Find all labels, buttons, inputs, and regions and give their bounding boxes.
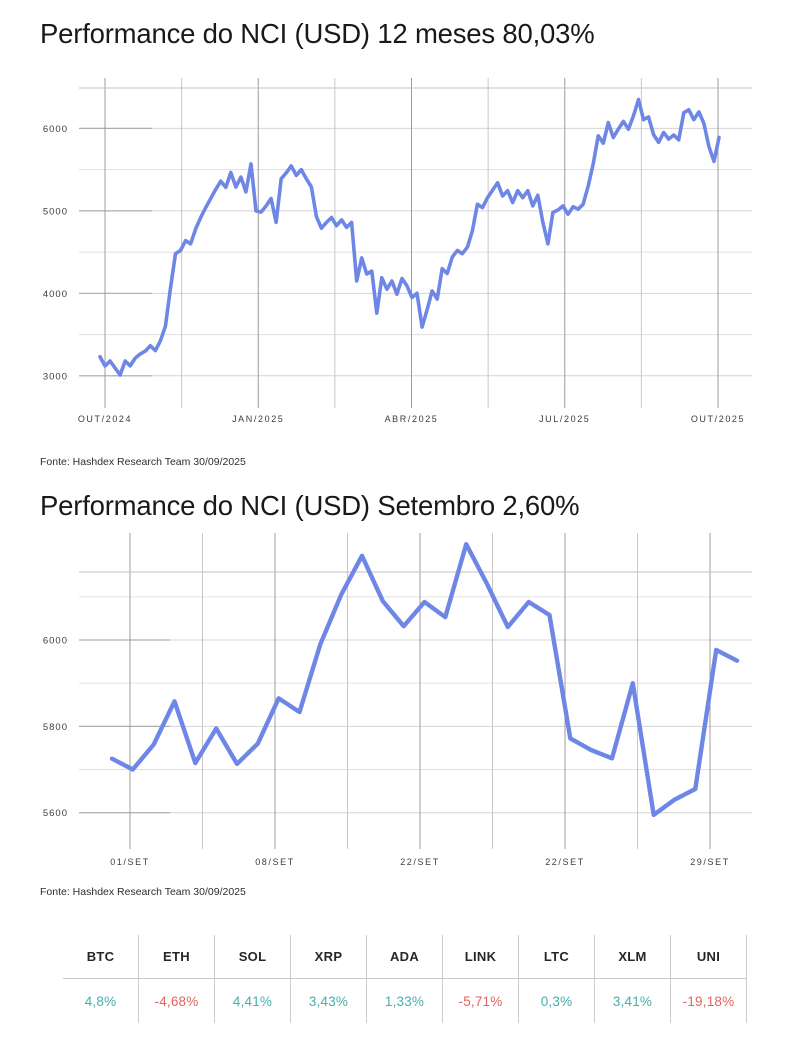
- x-axis-label: 22/SET: [545, 857, 585, 867]
- col-header-link: LINK: [442, 935, 519, 979]
- y-axis-label: 5000: [43, 206, 68, 217]
- col-header-xrp: XRP: [290, 935, 367, 979]
- x-axis-label: 01/SET: [110, 857, 150, 867]
- asset-performance-table: BTC ETH SOL XRP ADA LINK LTC XLM UNI 4,8…: [63, 935, 747, 1023]
- col-header-btc: BTC: [63, 935, 139, 979]
- value-link: -5,71%: [442, 978, 519, 1023]
- table-values-row: 4,8% -4,68% 4,41% 3,43% 1,33% -5,71% 0,3…: [63, 978, 747, 1023]
- col-header-ada: ADA: [366, 935, 443, 979]
- chart2-source: Fonte: Hashdex Research Team 30/09/2025: [40, 886, 246, 898]
- value-sol: 4,41%: [214, 978, 291, 1023]
- y-axis-label: 4000: [43, 289, 68, 300]
- x-axis-label: JAN/2025: [232, 414, 284, 424]
- value-uni: -19,18%: [670, 978, 747, 1023]
- value-xrp: 3,43%: [290, 978, 367, 1023]
- col-header-ltc: LTC: [518, 935, 595, 979]
- chart1-title: Performance do NCI (USD) 12 meses 80,03%: [40, 18, 595, 49]
- x-axis-label: 22/SET: [400, 857, 440, 867]
- y-axis-label: 3000: [43, 371, 68, 382]
- value-ada: 1,33%: [366, 978, 443, 1023]
- y-axis-label: 6000: [43, 124, 68, 135]
- nci-september-line-chart: 5600 5800 6000 01/SET 08/SET 22/SET 22/SET 29/S…: [43, 533, 752, 867]
- value-ltc: 0,3%: [518, 978, 595, 1023]
- col-header-xlm: XLM: [594, 935, 671, 979]
- y-axis-label: 5800: [43, 722, 68, 733]
- nci-12m-line-chart: 3000 4000 5000 6000 OUT/2024 JAN/2025 ABR/2025…: [43, 78, 752, 424]
- value-xlm: 3,41%: [594, 978, 671, 1023]
- col-header-uni: UNI: [670, 935, 747, 979]
- y-axis-label: 5600: [43, 808, 68, 819]
- x-axis-label: OUT/2024: [78, 414, 132, 424]
- nci-series-line: [109, 542, 740, 818]
- chart2-title: Performance do NCI (USD) Setembro 2,60%: [40, 490, 580, 521]
- x-axis-label: ABR/2025: [385, 414, 439, 424]
- chart1-source: Fonte: Hashdex Research Team 30/09/2025: [40, 456, 246, 468]
- value-eth: -4,68%: [138, 978, 215, 1023]
- col-header-sol: SOL: [214, 935, 291, 979]
- table-header-row: BTC ETH SOL XRP ADA LINK LTC XLM UNI: [63, 935, 747, 979]
- x-axis-label: OUT/2025: [691, 414, 745, 424]
- col-header-eth: ETH: [138, 935, 215, 979]
- x-axis-label: JUL/2025: [539, 414, 590, 424]
- nci-series-line: [98, 97, 721, 377]
- x-axis-label: 08/SET: [255, 857, 295, 867]
- x-axis-label: 29/SET: [690, 857, 730, 867]
- value-btc: 4,8%: [63, 978, 139, 1023]
- y-axis-label: 6000: [43, 636, 68, 647]
